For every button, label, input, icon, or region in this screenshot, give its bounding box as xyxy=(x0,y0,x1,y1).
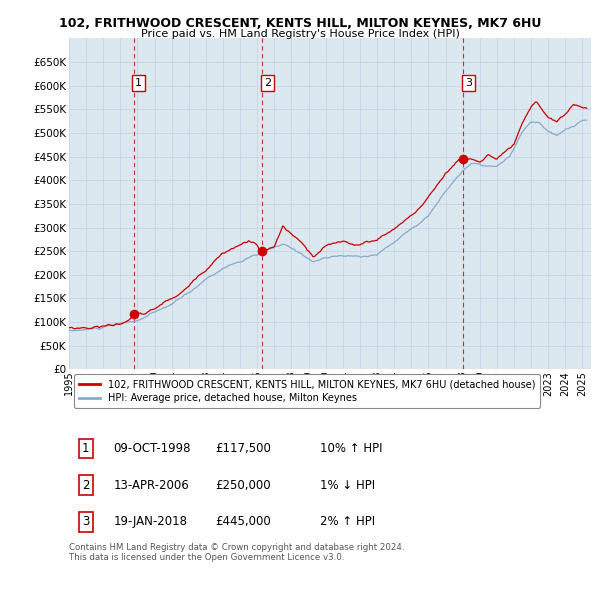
Text: 09-OCT-1998: 09-OCT-1998 xyxy=(113,442,191,455)
Text: £250,000: £250,000 xyxy=(215,478,271,492)
Text: 19-JAN-2018: 19-JAN-2018 xyxy=(113,516,187,529)
Text: 3: 3 xyxy=(82,516,89,529)
Text: 1: 1 xyxy=(82,442,89,455)
Text: 2% ↑ HPI: 2% ↑ HPI xyxy=(320,516,374,529)
Legend: 102, FRITHWOOD CRESCENT, KENTS HILL, MILTON KEYNES, MK7 6HU (detached house), HP: 102, FRITHWOOD CRESCENT, KENTS HILL, MIL… xyxy=(74,375,540,408)
Text: 13-APR-2006: 13-APR-2006 xyxy=(113,478,189,492)
Text: 1: 1 xyxy=(135,78,142,88)
Text: 2: 2 xyxy=(82,478,89,492)
Text: 10% ↑ HPI: 10% ↑ HPI xyxy=(320,442,382,455)
Text: £117,500: £117,500 xyxy=(215,442,271,455)
Text: 3: 3 xyxy=(465,78,472,88)
Text: 1% ↓ HPI: 1% ↓ HPI xyxy=(320,478,374,492)
Text: 2: 2 xyxy=(263,78,271,88)
Text: Contains HM Land Registry data © Crown copyright and database right 2024.
This d: Contains HM Land Registry data © Crown c… xyxy=(69,543,404,562)
Text: £445,000: £445,000 xyxy=(215,516,271,529)
Text: 102, FRITHWOOD CRESCENT, KENTS HILL, MILTON KEYNES, MK7 6HU: 102, FRITHWOOD CRESCENT, KENTS HILL, MIL… xyxy=(59,17,541,30)
Text: Price paid vs. HM Land Registry's House Price Index (HPI): Price paid vs. HM Land Registry's House … xyxy=(140,29,460,39)
